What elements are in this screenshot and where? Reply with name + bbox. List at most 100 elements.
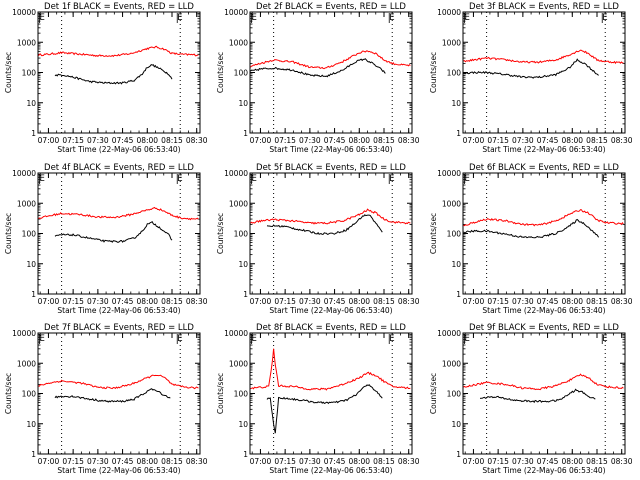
event-marker-e: E — [252, 334, 257, 344]
y-tick-label: 10000 — [224, 329, 248, 338]
y-axis-label: Counts/sec — [4, 373, 13, 414]
y-tick-label: 1000 — [442, 199, 461, 208]
x-tick-label: 07:00 — [250, 297, 272, 306]
lld-series-line — [38, 206, 199, 221]
plot-frame — [37, 332, 201, 455]
y-tick-label: 100 — [234, 390, 249, 399]
x-axis-label: Start Time (22-May-06 06:53:40) — [482, 306, 605, 315]
x-tick-label: 08:30 — [611, 297, 633, 306]
panel-det-8: Det 8f BLACK = Events, RED = LLD 1 10 100 10… — [216, 323, 420, 475]
x-tick-label: 08:30 — [611, 136, 633, 145]
y-tick-label: 10000 — [437, 169, 461, 178]
y-tick-label: 10 — [451, 99, 461, 108]
lld-series-line — [463, 373, 624, 391]
x-tick-label: 07:00 — [250, 136, 272, 145]
event-marker-e: E — [465, 13, 470, 23]
lld-series-line — [463, 209, 624, 227]
x-tick-label: 07:30 — [87, 136, 109, 145]
x-tick-label: 07:45 — [537, 297, 559, 306]
x-tick-label: 08:30 — [398, 457, 420, 466]
panel-title: Det 9f BLACK = Events, RED = LLD — [469, 323, 619, 333]
x-tick-label: 08:30 — [186, 297, 208, 306]
y-tick-label: 1 — [31, 129, 36, 138]
y-tick-label: 10 — [238, 99, 248, 108]
y-axis-label: Counts/sec — [216, 52, 225, 93]
y-tick-label: 10 — [26, 99, 36, 108]
x-tick-label: 07:45 — [537, 136, 559, 145]
y-tick-label: 1000 — [442, 359, 461, 368]
y-tick-label: 10000 — [12, 8, 36, 17]
x-tick-label: 07:00 — [463, 297, 485, 306]
x-tick-label: 07:30 — [299, 457, 321, 466]
panel-title: Det 7f BLACK = Events, RED = LLD — [44, 323, 194, 333]
y-tick-label: 1 — [456, 450, 461, 459]
y-axis-label: Counts/sec — [429, 213, 438, 254]
y-axis-label: Counts/sec — [4, 213, 13, 254]
y-tick-label: 10 — [238, 260, 248, 269]
y-tick-label: 1000 — [229, 199, 248, 208]
y-tick-label: 10 — [238, 420, 248, 429]
y-tick-label: 100 — [234, 230, 249, 239]
x-tick-label: 07:30 — [299, 136, 321, 145]
events-series-line — [250, 58, 386, 78]
x-tick-label: 07:00 — [463, 457, 485, 466]
event-marker-e: E — [177, 13, 182, 23]
x-tick-label: 07:45 — [112, 457, 134, 466]
y-tick-label: 1000 — [17, 199, 36, 208]
panel-title: Det 5f BLACK = Events, RED = LLD — [256, 163, 406, 173]
x-tick-label: 07:30 — [299, 297, 321, 306]
y-tick-label: 10000 — [437, 8, 461, 17]
x-tick-label: 08:30 — [398, 297, 420, 306]
plot-frame — [249, 11, 413, 134]
y-tick-label: 10 — [451, 260, 461, 269]
y-tick-label: 100 — [234, 69, 249, 78]
y-tick-label: 10000 — [12, 169, 36, 178]
panel-title: Det 3f BLACK = Events, RED = LLD — [469, 2, 619, 12]
panel-det-9: Det 9f BLACK = Events, RED = LLD 1 10 100 10… — [429, 323, 633, 475]
panel-det-3: Det 3f BLACK = Events, RED = LLD 1 10 100 10… — [429, 2, 633, 154]
x-tick-label: 07:15 — [487, 136, 509, 145]
y-axis-label: Counts/sec — [429, 52, 438, 93]
y-tick-label: 1 — [456, 290, 461, 299]
x-tick-label: 08:00 — [348, 457, 370, 466]
y-tick-label: 1 — [243, 290, 248, 299]
x-tick-label: 07:15 — [274, 136, 296, 145]
panel-title: Det 4f BLACK = Events, RED = LLD — [44, 163, 194, 173]
events-series-line — [463, 218, 600, 239]
x-axis-label: Start Time (22-May-06 06:53:40) — [482, 145, 605, 154]
x-tick-label: 08:15 — [373, 136, 395, 145]
event-marker-e: E — [40, 334, 45, 344]
x-tick-label: 07:45 — [324, 136, 346, 145]
y-tick-label: 100 — [447, 69, 462, 78]
x-tick-label: 08:00 — [348, 136, 370, 145]
events-series-line — [266, 384, 383, 434]
x-tick-label: 07:30 — [87, 297, 109, 306]
lld-series-line — [38, 45, 199, 58]
y-axis-label: Counts/sec — [4, 52, 13, 93]
y-axis-label: Counts/sec — [429, 373, 438, 414]
panel-det-5: Det 5f BLACK = Events, RED = LLD 1 10 100 10… — [216, 163, 420, 315]
y-tick-label: 10000 — [224, 169, 248, 178]
x-tick-label: 08:30 — [186, 457, 208, 466]
x-tick-label: 07:45 — [112, 136, 134, 145]
x-axis-label: Start Time (22-May-06 06:53:40) — [482, 466, 605, 475]
x-tick-label: 07:15 — [62, 136, 84, 145]
x-tick-label: 07:00 — [463, 136, 485, 145]
event-marker-e: E — [40, 174, 45, 184]
lld-series-line — [250, 50, 411, 70]
lld-series-line — [250, 208, 411, 225]
events-series-line — [54, 220, 173, 243]
y-tick-label: 100 — [447, 390, 462, 399]
event-marker-e: E — [252, 174, 257, 184]
x-tick-label: 07:30 — [512, 297, 534, 306]
y-tick-label: 1000 — [17, 38, 36, 47]
x-tick-label: 07:30 — [512, 457, 534, 466]
y-tick-label: 10 — [26, 420, 36, 429]
event-marker-e: E — [602, 13, 607, 23]
y-tick-label: 10 — [26, 260, 36, 269]
y-tick-label: 100 — [22, 69, 37, 78]
y-tick-label: 100 — [447, 230, 462, 239]
x-axis-label: Start Time (22-May-06 06:53:40) — [269, 306, 392, 315]
y-tick-label: 1 — [31, 450, 36, 459]
